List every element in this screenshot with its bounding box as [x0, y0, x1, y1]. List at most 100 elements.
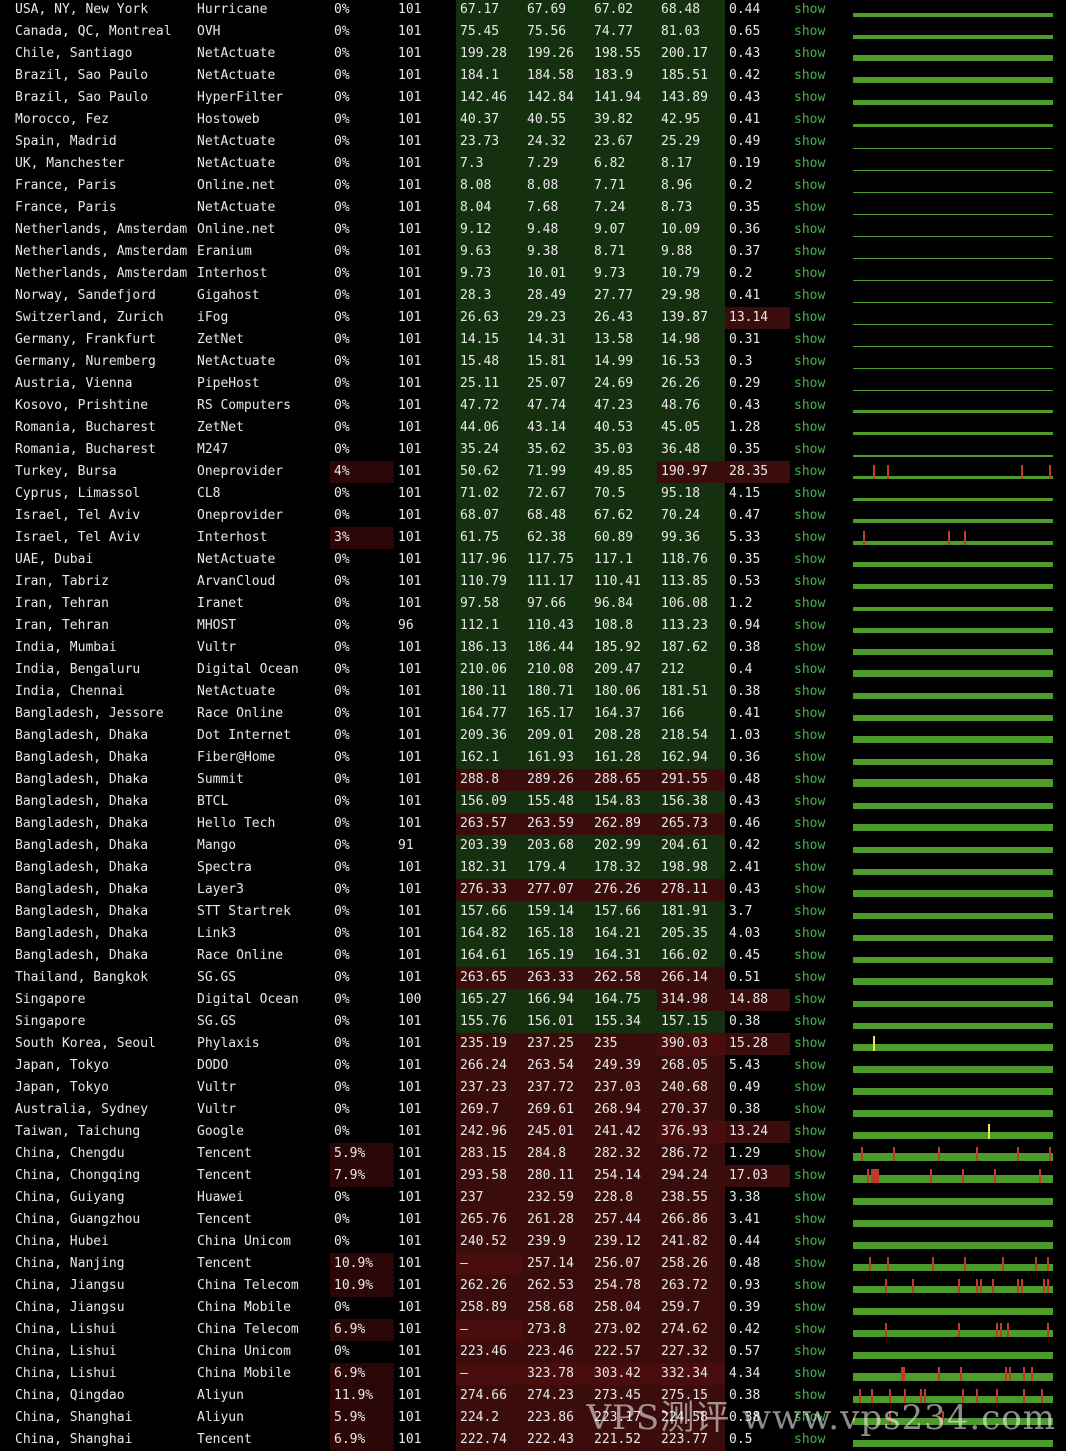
- show-link[interactable]: show: [794, 1410, 826, 1425]
- show-link[interactable]: show: [794, 596, 826, 611]
- show-link[interactable]: show: [794, 222, 826, 237]
- show-link[interactable]: show: [794, 134, 826, 149]
- show-link[interactable]: show: [794, 816, 826, 831]
- show-link[interactable]: show: [794, 1102, 826, 1117]
- sparkline-loss-spike: [960, 1367, 962, 1381]
- show-link[interactable]: show: [794, 794, 826, 809]
- worst-cell: 9.88: [657, 241, 725, 263]
- show-link[interactable]: show: [794, 1322, 826, 1337]
- sparkline-loss-spike: [938, 1147, 940, 1161]
- show-link[interactable]: show: [794, 904, 826, 919]
- show-link[interactable]: show: [794, 750, 826, 765]
- stdev-cell: 0.93: [729, 1278, 761, 1293]
- show-link[interactable]: show: [794, 1234, 826, 1249]
- latency-sparkline: [853, 1352, 1053, 1359]
- show-link[interactable]: show: [794, 46, 826, 61]
- show-link[interactable]: show: [794, 90, 826, 105]
- show-link[interactable]: show: [794, 552, 826, 567]
- show-link[interactable]: show: [794, 706, 826, 721]
- stdev-cell: 0.35: [729, 442, 761, 457]
- table-row: Australia, Sydney Vultr 0% 101 269.7 269.61 26…: [0, 1099, 1066, 1121]
- show-link[interactable]: show: [794, 156, 826, 171]
- location-cell: Iran, Tehran: [15, 596, 109, 611]
- show-link[interactable]: show: [794, 1212, 826, 1227]
- show-link[interactable]: show: [794, 112, 826, 127]
- sparkline-baseline: [853, 1373, 1053, 1381]
- show-link[interactable]: show: [794, 442, 826, 457]
- show-link[interactable]: show: [794, 1036, 826, 1051]
- show-link[interactable]: show: [794, 1146, 826, 1161]
- last-cell: 7.3: [456, 153, 523, 175]
- show-link[interactable]: show: [794, 2, 826, 17]
- show-link[interactable]: show: [794, 310, 826, 325]
- show-link[interactable]: show: [794, 288, 826, 303]
- sparkline-baseline: [853, 1110, 1053, 1117]
- show-link[interactable]: show: [794, 508, 826, 523]
- show-link[interactable]: show: [794, 1014, 826, 1029]
- show-link[interactable]: show: [794, 662, 826, 677]
- last-cell: 164.77: [456, 703, 523, 725]
- show-link[interactable]: show: [794, 398, 826, 413]
- show-link[interactable]: show: [794, 178, 826, 193]
- sent-cell: 101: [398, 376, 422, 391]
- avg-cell: 263.33: [523, 967, 590, 989]
- sparkline-loss-spike: [924, 1389, 926, 1403]
- show-link[interactable]: show: [794, 376, 826, 391]
- show-link[interactable]: show: [794, 530, 826, 545]
- show-link[interactable]: show: [794, 244, 826, 259]
- show-link[interactable]: show: [794, 1344, 826, 1359]
- table-row: Japan, Tokyo DODO 0% 101 266.24 263.54 249.39 2…: [0, 1055, 1066, 1077]
- show-link[interactable]: show: [794, 772, 826, 787]
- show-link[interactable]: show: [794, 1124, 826, 1139]
- sparkline-baseline: [853, 192, 1053, 193]
- show-link[interactable]: show: [794, 640, 826, 655]
- show-link[interactable]: show: [794, 882, 826, 897]
- best-cell: 198.55: [590, 43, 657, 65]
- show-link[interactable]: show: [794, 24, 826, 39]
- provider-cell: Summit: [197, 772, 244, 787]
- last-cell: 199.28: [456, 43, 523, 65]
- show-link[interactable]: show: [794, 1366, 826, 1381]
- show-link[interactable]: show: [794, 1058, 826, 1073]
- loss-cell: 0%: [334, 1234, 350, 1249]
- sparkline-baseline: [853, 124, 1053, 127]
- show-link[interactable]: show: [794, 486, 826, 501]
- show-link[interactable]: show: [794, 838, 826, 853]
- provider-cell: Interhost: [197, 530, 268, 545]
- latency-sparkline: [853, 368, 1053, 369]
- show-link[interactable]: show: [794, 1080, 826, 1095]
- provider-cell: Hurricane: [197, 2, 268, 17]
- show-link[interactable]: show: [794, 992, 826, 1007]
- show-link[interactable]: show: [794, 420, 826, 435]
- show-link[interactable]: show: [794, 1168, 826, 1183]
- show-link[interactable]: show: [794, 860, 826, 875]
- show-link[interactable]: show: [794, 574, 826, 589]
- show-link[interactable]: show: [794, 684, 826, 699]
- show-link[interactable]: show: [794, 970, 826, 985]
- show-link[interactable]: show: [794, 200, 826, 215]
- show-link[interactable]: show: [794, 332, 826, 347]
- show-link[interactable]: show: [794, 1256, 826, 1271]
- show-link[interactable]: show: [794, 618, 826, 633]
- sparkline-baseline: [853, 1088, 1053, 1095]
- best-cell: 9.73: [590, 263, 657, 285]
- show-link[interactable]: show: [794, 1190, 826, 1205]
- best-cell: 35.03: [590, 439, 657, 461]
- show-link[interactable]: show: [794, 1300, 826, 1315]
- show-link[interactable]: show: [794, 68, 826, 83]
- sparkline-loss-spike: [912, 1279, 914, 1293]
- loss-cell: 0%: [334, 2, 350, 17]
- show-link[interactable]: show: [794, 948, 826, 963]
- show-link[interactable]: show: [794, 354, 826, 369]
- show-link[interactable]: show: [794, 926, 826, 941]
- show-link[interactable]: show: [794, 464, 826, 479]
- sparkline-baseline: [853, 1001, 1053, 1007]
- show-link[interactable]: show: [794, 1278, 826, 1293]
- sparkline-loss-spike: [875, 1169, 877, 1183]
- location-cell: China, Shanghai: [15, 1432, 133, 1447]
- loss-cell: 0%: [334, 376, 350, 391]
- show-link[interactable]: show: [794, 266, 826, 281]
- location-cell: China, Jiangsu: [15, 1278, 125, 1293]
- show-link[interactable]: show: [794, 1388, 826, 1403]
- show-link[interactable]: show: [794, 728, 826, 743]
